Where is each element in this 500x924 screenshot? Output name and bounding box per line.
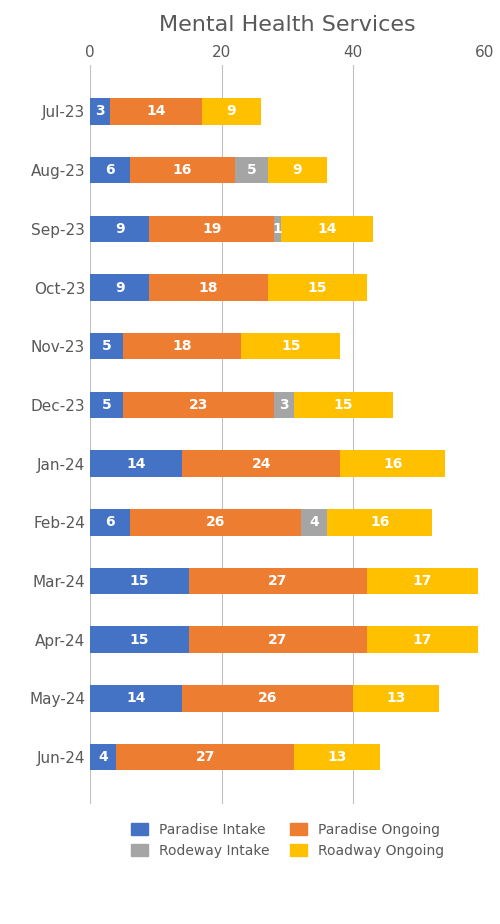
Text: 24: 24 xyxy=(252,456,271,470)
Text: 15: 15 xyxy=(130,633,149,647)
Bar xyxy=(123,333,242,359)
Bar xyxy=(268,157,327,183)
Bar xyxy=(90,744,117,771)
Text: 26: 26 xyxy=(258,691,278,705)
Bar xyxy=(90,274,149,300)
Bar xyxy=(90,98,110,125)
Bar xyxy=(90,392,123,419)
Text: 9: 9 xyxy=(292,164,302,177)
Text: 4: 4 xyxy=(309,516,318,529)
Bar xyxy=(294,392,393,419)
Bar xyxy=(90,626,189,653)
Text: 9: 9 xyxy=(115,281,124,295)
Bar xyxy=(300,509,327,536)
Text: 18: 18 xyxy=(172,339,192,353)
Bar xyxy=(366,568,478,594)
Text: 5: 5 xyxy=(102,339,112,353)
Bar xyxy=(116,744,294,771)
Text: 3: 3 xyxy=(95,104,104,118)
Text: 16: 16 xyxy=(383,456,402,470)
Text: 9: 9 xyxy=(115,222,124,236)
Text: 18: 18 xyxy=(199,281,218,295)
Text: 16: 16 xyxy=(370,516,390,529)
Text: 14: 14 xyxy=(146,104,166,118)
Text: 17: 17 xyxy=(413,574,432,588)
Text: 13: 13 xyxy=(386,691,406,705)
Bar xyxy=(110,98,202,125)
Bar xyxy=(130,157,235,183)
Text: 27: 27 xyxy=(268,574,287,588)
Text: 27: 27 xyxy=(196,750,215,764)
Bar xyxy=(274,392,294,419)
Bar xyxy=(281,215,373,242)
Text: 27: 27 xyxy=(268,633,287,647)
Text: 14: 14 xyxy=(126,691,146,705)
Text: 3: 3 xyxy=(280,398,289,412)
Text: 15: 15 xyxy=(281,339,300,353)
Text: 1: 1 xyxy=(273,222,282,236)
Bar xyxy=(90,509,130,536)
Text: 6: 6 xyxy=(105,516,115,529)
Text: 4: 4 xyxy=(98,750,108,764)
Text: 17: 17 xyxy=(413,633,432,647)
Bar xyxy=(354,686,439,711)
Text: 14: 14 xyxy=(126,456,146,470)
Text: 14: 14 xyxy=(318,222,337,236)
Bar xyxy=(327,509,432,536)
Text: 26: 26 xyxy=(206,516,225,529)
Bar xyxy=(235,157,268,183)
Text: 5: 5 xyxy=(102,398,112,412)
Bar xyxy=(189,626,366,653)
Bar xyxy=(90,450,182,477)
Bar xyxy=(149,215,274,242)
Text: 5: 5 xyxy=(246,164,256,177)
Text: 6: 6 xyxy=(105,164,115,177)
Bar xyxy=(130,509,300,536)
Text: 9: 9 xyxy=(226,104,236,118)
Text: 15: 15 xyxy=(334,398,353,412)
Bar xyxy=(182,450,340,477)
Bar xyxy=(274,215,281,242)
Text: 23: 23 xyxy=(189,398,208,412)
Text: 16: 16 xyxy=(172,164,192,177)
Title: Mental Health Services: Mental Health Services xyxy=(159,15,416,35)
Bar xyxy=(294,744,380,771)
Text: 15: 15 xyxy=(130,574,149,588)
Bar xyxy=(182,686,354,711)
Text: 15: 15 xyxy=(308,281,327,295)
Bar xyxy=(242,333,340,359)
Bar xyxy=(90,568,189,594)
Legend: Paradise Intake, Rodeway Intake, Paradise Ongoing, Roadway Ongoing: Paradise Intake, Rodeway Intake, Paradis… xyxy=(126,818,450,863)
Bar xyxy=(340,450,446,477)
Text: 13: 13 xyxy=(327,750,346,764)
Bar xyxy=(90,333,123,359)
Bar xyxy=(149,274,268,300)
Bar xyxy=(189,568,366,594)
Text: 19: 19 xyxy=(202,222,222,236)
Bar xyxy=(268,274,366,300)
Bar xyxy=(90,686,182,711)
Bar xyxy=(90,157,130,183)
Bar xyxy=(90,215,149,242)
Bar xyxy=(366,626,478,653)
Bar xyxy=(202,98,261,125)
Bar xyxy=(123,392,274,419)
